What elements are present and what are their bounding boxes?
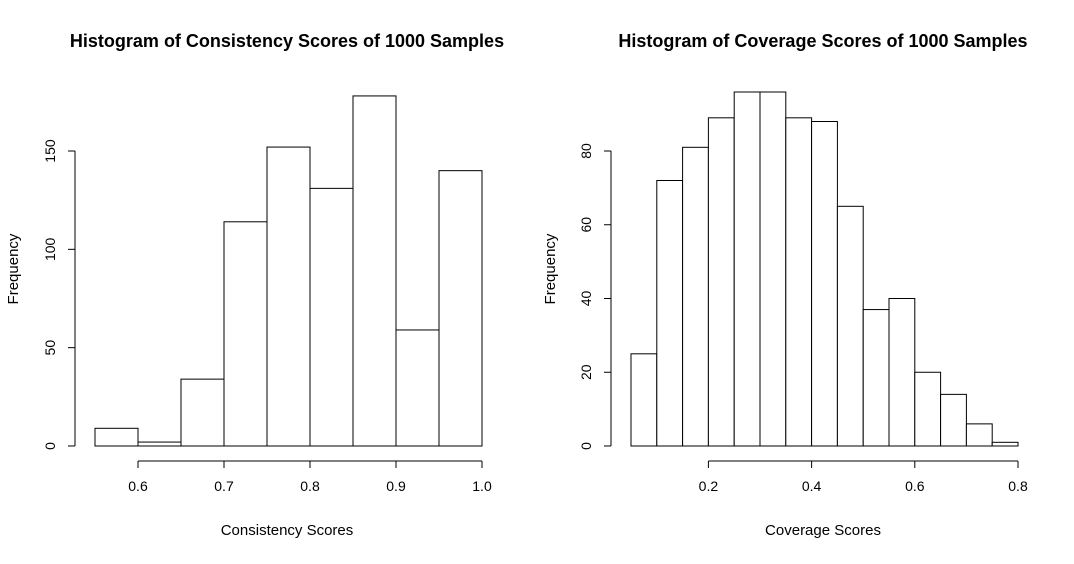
y-tick-label: 40	[578, 291, 594, 307]
histogram-bar	[914, 371, 942, 447]
histogram-bar	[395, 329, 440, 447]
y-axis: 0 20 40 60 80	[578, 143, 612, 450]
y-tick-label: 50	[42, 340, 58, 356]
histogram-bar	[137, 441, 182, 447]
histogram-bar	[682, 146, 709, 447]
histogram-bar	[352, 95, 397, 447]
histogram-bar	[309, 187, 354, 447]
histogram-bar	[991, 441, 1019, 447]
x-tick-label: 0.8	[1008, 478, 1028, 494]
histogram-bar	[836, 205, 864, 447]
x-tick-label: 0.2	[699, 478, 719, 494]
y-tick-label: 80	[578, 143, 594, 159]
y-tick-label: 0	[578, 442, 594, 450]
consistency-histogram-panel: Histogram of Consistency Scores of 1000 …	[5, 31, 504, 539]
chart-title: Histogram of Consistency Scores of 1000 …	[70, 31, 504, 51]
y-axis: 0 50 100 150	[42, 139, 76, 450]
x-tick-label: 0.8	[300, 478, 320, 494]
y-tick-label: 0	[42, 442, 58, 450]
x-axis: 0.6 0.7 0.8 0.9 1.0	[128, 460, 492, 494]
histogram-bar	[888, 298, 916, 447]
histogram-bar	[94, 427, 139, 447]
x-axis-label: Coverage Scores	[765, 522, 881, 539]
histogram-bar	[940, 393, 967, 447]
histogram-bar	[759, 91, 787, 447]
histogram-bar	[630, 353, 658, 447]
histogram-bar	[438, 170, 483, 447]
x-axis: 0.2 0.4 0.6 0.8	[699, 460, 1028, 494]
histogram-bar	[785, 117, 813, 447]
y-tick-label: 60	[578, 217, 594, 233]
x-tick-label: 1.0	[472, 478, 492, 494]
chart-title: Histogram of Coverage Scores of 1000 Sam…	[618, 31, 1027, 51]
y-axis-label: Frequency	[5, 233, 22, 304]
y-axis-label: Frequency	[542, 233, 559, 304]
histogram-bar	[707, 117, 735, 447]
x-tick-label: 0.6	[128, 478, 148, 494]
histogram-bar	[965, 423, 993, 447]
y-tick-label: 100	[42, 237, 58, 261]
x-tick-label: 0.4	[802, 478, 822, 494]
x-tick-label: 0.9	[386, 478, 406, 494]
x-axis-label: Consistency Scores	[221, 522, 354, 539]
y-tick-label: 150	[42, 139, 58, 163]
x-tick-label: 0.7	[214, 478, 234, 494]
histogram-bar	[223, 221, 268, 447]
x-tick-label: 0.6	[905, 478, 925, 494]
histogram-bar	[862, 309, 890, 447]
histogram-bars	[94, 95, 483, 447]
histogram-bar	[733, 91, 761, 447]
coverage-histogram-panel: Histogram of Coverage Scores of 1000 Sam…	[542, 31, 1028, 539]
histogram-bar	[180, 378, 225, 447]
histogram-bar	[266, 146, 311, 447]
histogram-bar	[811, 121, 838, 447]
y-tick-label: 20	[578, 364, 594, 380]
histogram-bars	[630, 91, 1019, 447]
histogram-bar	[656, 180, 684, 447]
